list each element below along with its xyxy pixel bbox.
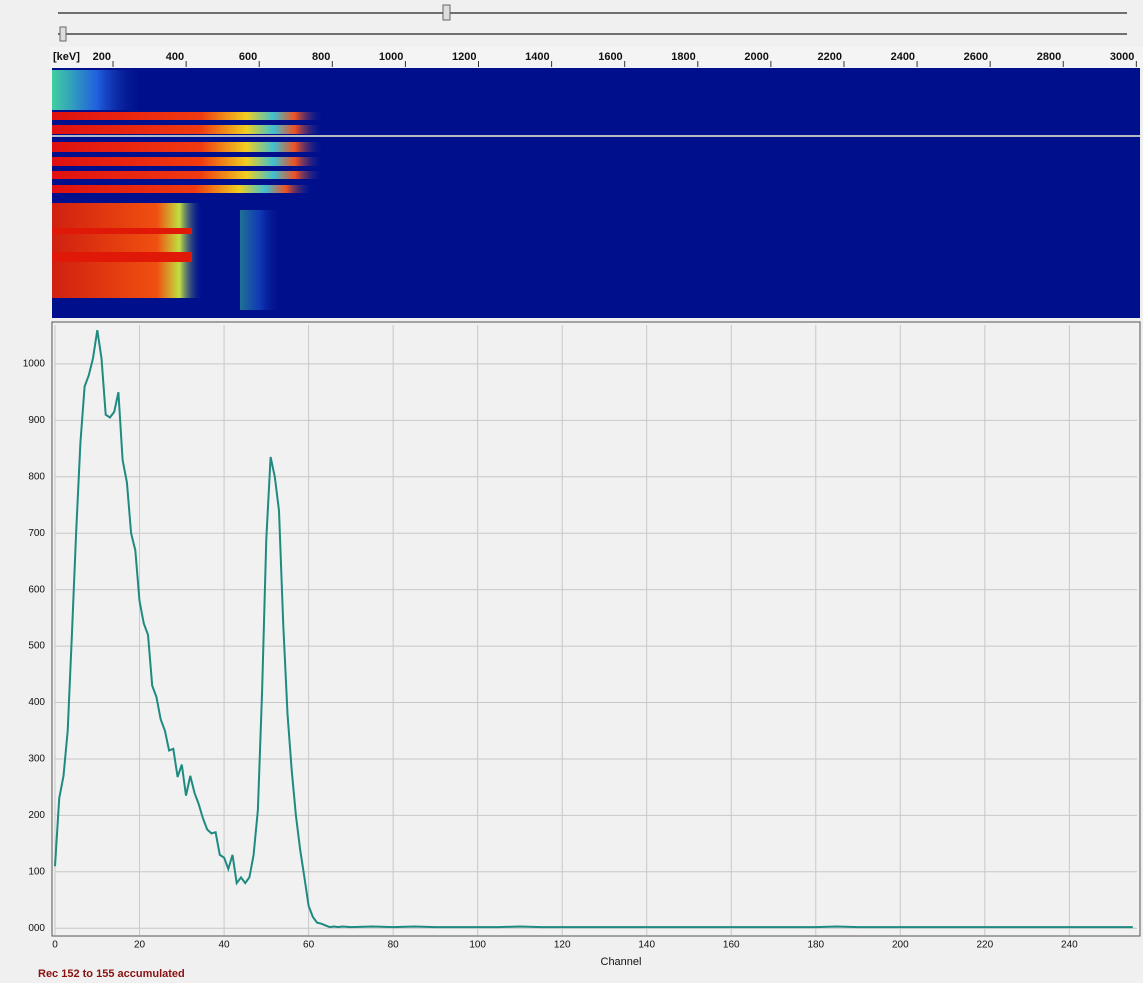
y-tick-label: 800 — [28, 471, 45, 482]
y-tick-label: 200 — [28, 810, 45, 821]
ruler-tick-label: 1200 — [452, 51, 476, 63]
x-tick-label: 0 — [52, 940, 58, 951]
ruler-tick-label: 1800 — [671, 51, 695, 63]
x-tick-label: 80 — [388, 940, 400, 951]
y-tick-label: 400 — [28, 697, 45, 708]
waterfall-band — [240, 210, 280, 310]
x-tick-label: 60 — [303, 940, 315, 951]
ruler-tick-label: 2400 — [891, 51, 915, 63]
ruler-tick-label: 400 — [166, 51, 184, 63]
x-tick-label: 140 — [638, 940, 655, 951]
status-text: Rec 152 to 155 accumulated — [38, 968, 185, 980]
waterfall-band — [52, 157, 322, 166]
waterfall-band — [52, 252, 192, 262]
waterfall-band — [52, 185, 312, 193]
waterfall — [52, 68, 1140, 318]
x-tick-label: 240 — [1061, 940, 1078, 951]
waterfall-band — [52, 228, 192, 234]
plot-area — [51, 321, 1141, 937]
y-tick-label: 500 — [28, 641, 45, 652]
slider-thumb[interactable] — [59, 26, 67, 42]
ruler-tick-label: 600 — [239, 51, 257, 63]
y-tick-label: 700 — [28, 528, 45, 539]
y-tick-label: 1000 — [23, 359, 46, 370]
x-tick-label: 200 — [892, 940, 909, 951]
waterfall-band — [52, 125, 322, 134]
ruler-tick-label: 2000 — [744, 51, 768, 63]
ruler-tick-label: 200 — [93, 51, 111, 63]
x-tick-label: 20 — [134, 940, 146, 951]
spectrum-plot: 0 20 40 60 80 100 120 140 160 180 200 220 240 000 100 2… — [23, 325, 1137, 951]
x-tick-label: 220 — [977, 940, 994, 951]
ruler-tick-label: 3000 — [1110, 51, 1134, 63]
y-tick-label: 100 — [28, 866, 45, 877]
y-tick-label: 600 — [28, 584, 45, 595]
ruler-tick-label: 2800 — [1037, 51, 1061, 63]
slider-thumb[interactable] — [442, 4, 451, 21]
waterfall-band — [52, 171, 322, 179]
energy-ruler — [50, 47, 1143, 68]
ruler-ticks: 200 400 600 800 1000 1200 1400 1600 1800 2000 2200… — [93, 51, 1137, 67]
ruler-tick-label: 2200 — [817, 51, 841, 63]
ruler-tick-label: 800 — [312, 51, 330, 63]
x-tick-label: 180 — [807, 940, 824, 951]
x-tick-label: 160 — [723, 940, 740, 951]
x-tick-label: 100 — [469, 940, 486, 951]
waterfall-band — [52, 70, 142, 110]
ruler-tick-label: 1600 — [598, 51, 622, 63]
y-tick-label: 300 — [28, 754, 45, 765]
waterfall-band — [52, 142, 322, 152]
slider-panel — [0, 0, 1143, 47]
y-tick-label: 000 — [28, 923, 45, 934]
waterfall-band — [52, 112, 322, 120]
x-tick-label: 120 — [554, 940, 571, 951]
x-tick-label: 40 — [219, 940, 231, 951]
x-axis-label: Channel — [601, 956, 642, 968]
y-tick-label: 900 — [28, 415, 45, 426]
ruler-tick-label: 1400 — [525, 51, 549, 63]
ruler-tick-label: 1000 — [379, 51, 403, 63]
ruler-tick-label: 2600 — [964, 51, 988, 63]
ruler-unit: [keV] — [53, 51, 80, 63]
waterfall-band — [52, 203, 202, 298]
spectrum-line — [54, 329, 1133, 929]
